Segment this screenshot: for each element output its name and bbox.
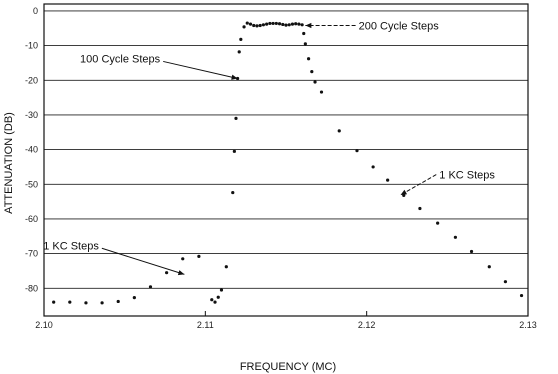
x-tick-labels: 2.10 2.11 2.12 2.13 — [35, 320, 537, 330]
data-point — [355, 149, 359, 153]
data-point — [268, 21, 272, 26]
data-point — [231, 190, 235, 195]
data-point — [84, 301, 88, 305]
y-tick-label: -60 — [25, 214, 38, 224]
data-point — [337, 129, 341, 133]
data-point — [245, 21, 249, 25]
data-point — [100, 301, 104, 305]
data-point — [265, 22, 269, 26]
data-point — [234, 116, 238, 120]
y-tick-label: -80 — [25, 283, 38, 293]
data-point — [487, 265, 491, 269]
data-point — [261, 23, 266, 27]
data-point — [277, 22, 282, 26]
data-point — [274, 21, 278, 26]
data-point — [418, 206, 422, 211]
data-point — [248, 22, 253, 26]
data-point — [319, 90, 324, 94]
data-point — [469, 249, 474, 254]
data-point — [294, 22, 298, 26]
data-point — [290, 22, 295, 26]
data-point — [181, 257, 185, 261]
x-tick-label: 2.11 — [197, 320, 214, 330]
data-point — [197, 254, 201, 258]
data-point — [239, 37, 243, 41]
x-tick-label: 2.13 — [519, 320, 537, 330]
annotation-arrowhead — [177, 270, 185, 276]
data-point — [237, 50, 241, 54]
data-point — [302, 31, 306, 36]
annotation-label: 100 Cycle Steps — [80, 53, 161, 65]
data-point — [271, 21, 275, 26]
data-point — [255, 24, 259, 28]
data-point — [224, 265, 228, 269]
y-tick-label: -10 — [25, 41, 38, 51]
y-tick-label: 0 — [33, 6, 38, 16]
data-points — [52, 21, 524, 305]
data-point — [210, 298, 214, 302]
annotations: 200 Cycle Steps 100 Cycle Steps 1 KC Steps… — [43, 20, 495, 276]
y-tick-label: -70 — [25, 249, 38, 259]
data-point — [232, 149, 236, 153]
data-point — [287, 23, 291, 27]
data-point — [284, 23, 288, 27]
y-tick-label: -30 — [25, 110, 38, 120]
data-point — [453, 235, 457, 239]
data-point — [68, 300, 72, 304]
y-tick-labels: 0 -10 -20 -30 -40 -50 -60 -70 -80 — [25, 6, 38, 293]
annotation-leader — [163, 60, 238, 80]
data-point — [252, 23, 256, 28]
data-point — [519, 293, 524, 298]
data-point — [165, 271, 169, 275]
data-point — [219, 288, 224, 292]
plot-frame — [43, 3, 529, 317]
data-point — [306, 57, 311, 61]
x-axis-label: FREQUENCY (MC) — [240, 361, 336, 373]
data-point — [297, 22, 301, 26]
data-point — [116, 299, 120, 304]
y-tick-label: -50 — [25, 179, 38, 189]
data-point — [52, 300, 56, 304]
x-tick-label: 2.12 — [358, 320, 376, 330]
y-tick-label: -40 — [25, 145, 38, 155]
data-point — [313, 80, 317, 84]
grid-lines — [44, 10, 528, 289]
data-point — [300, 23, 304, 27]
x-tick-label: 2.10 — [35, 320, 53, 330]
data-point — [436, 221, 440, 225]
data-point — [310, 70, 314, 74]
data-point — [303, 42, 307, 46]
annotation-arrowhead — [231, 74, 238, 80]
data-point — [242, 25, 246, 29]
y-tick-label: -20 — [25, 75, 38, 85]
data-point — [371, 165, 375, 169]
data-point — [213, 300, 217, 304]
data-point — [281, 22, 285, 27]
data-point — [503, 280, 508, 284]
y-axis-label: ATTENUATION (DB) — [3, 112, 15, 214]
annotation-arrowhead — [400, 189, 408, 196]
data-point — [132, 296, 136, 300]
data-point — [386, 178, 390, 182]
data-point — [258, 23, 262, 28]
annotation-label: 1 KC Steps — [43, 240, 99, 252]
data-point — [148, 285, 153, 289]
annotation-arrowhead — [305, 22, 312, 29]
data-point — [216, 295, 220, 299]
axes — [43, 3, 529, 317]
annotation-label: 1 KC Steps — [439, 170, 495, 182]
annotation-leader — [400, 174, 437, 196]
annotation-leader — [101, 247, 185, 275]
annotation-label: 200 Cycle Steps — [359, 20, 440, 32]
